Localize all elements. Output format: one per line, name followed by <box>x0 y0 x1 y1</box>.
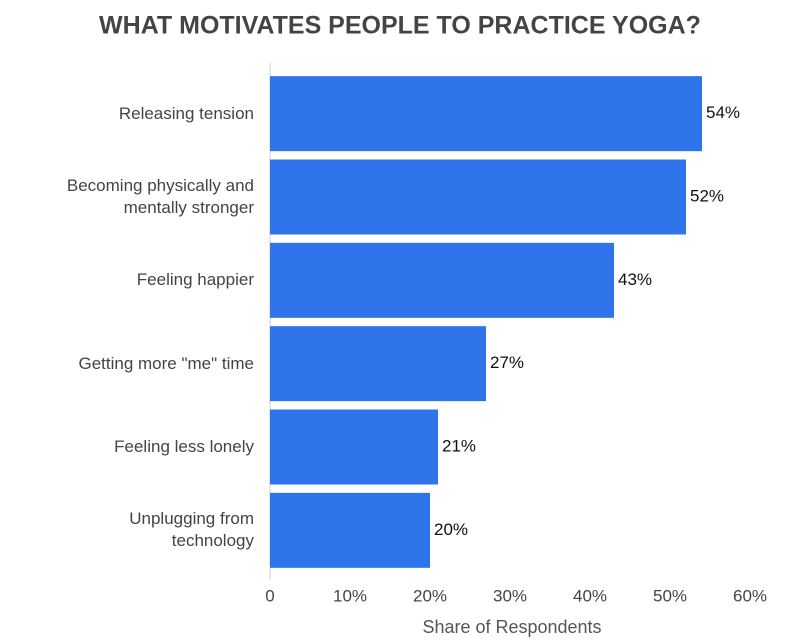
data-label: 27% <box>490 353 524 372</box>
x-axis-title: Share of Respondents <box>422 617 601 637</box>
y-tick-label: Feeling happier <box>136 270 254 290</box>
x-tick-label: 20% <box>413 586 447 605</box>
data-label: 21% <box>442 436 476 455</box>
bar <box>270 76 702 152</box>
y-tick-label: Feeling less lonely <box>114 437 254 456</box>
bar <box>270 242 614 318</box>
data-label: 43% <box>618 270 652 289</box>
bar <box>270 492 430 568</box>
y-tick-label: Unplugging from technology <box>129 509 254 551</box>
data-label: 52% <box>690 186 724 205</box>
y-tick-label: Becoming physically and mentally stronge… <box>66 176 254 217</box>
data-label: 54% <box>706 103 740 122</box>
x-tick-label: 30% <box>493 586 527 605</box>
x-tick-label: 60% <box>733 586 767 605</box>
x-tick-label: 40% <box>573 586 607 605</box>
bar <box>270 409 438 485</box>
data-label: 20% <box>434 520 468 539</box>
x-tick-label: 0 <box>265 586 274 605</box>
bar <box>270 326 486 402</box>
y-tick-label: Getting more "me" time <box>78 353 254 373</box>
x-tick-label: 50% <box>653 586 687 605</box>
bar <box>270 159 686 235</box>
y-tick-label: Releasing tension <box>118 103 254 123</box>
x-tick-label: 10% <box>333 586 367 605</box>
chart-title: WHAT MOTIVATES PEOPLE TO PRACTICE YOGA? <box>99 12 701 40</box>
